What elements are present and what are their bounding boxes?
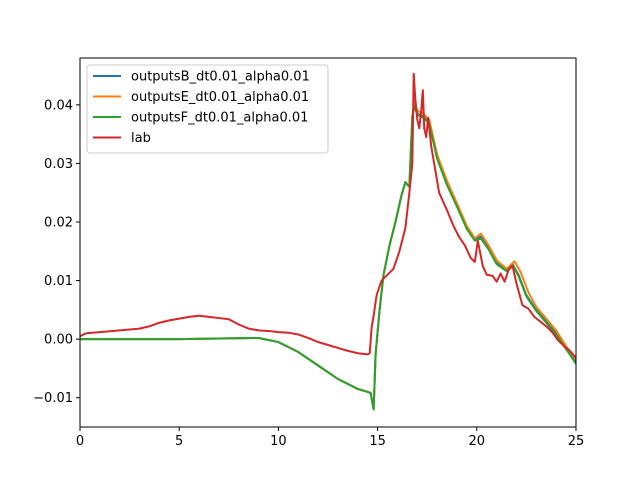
plot-lines <box>80 72 576 411</box>
y-tick-label: 0.03 <box>44 157 73 172</box>
legend-label-0: outputsB_dt0.01_alpha0.01 <box>131 70 310 85</box>
x-tick-label: 0 <box>76 434 84 449</box>
axes-frame <box>79 57 577 428</box>
x-tick-label: 10 <box>270 434 287 449</box>
legend-label-2: outputsF_dt0.01_alpha0.01 <box>131 111 308 126</box>
x-tick-label: 20 <box>469 434 486 449</box>
x-tick-label: 5 <box>175 434 183 449</box>
y-tick-label: 0.04 <box>44 98 73 113</box>
x-tick-label: 15 <box>369 434 386 449</box>
y-tick-label: 0.01 <box>44 274 73 289</box>
series-line-3 <box>80 72 576 360</box>
legend-label-3: lab <box>131 131 151 146</box>
legend: outputsB_dt0.01_alpha0.01 outputsE_dt0.01… <box>86 64 329 154</box>
y-tick-label: −0.01 <box>33 391 73 406</box>
x-tick-label: 25 <box>568 434 585 449</box>
x-axis: 0 5 10 15 20 25 <box>76 427 584 449</box>
y-tick-label: 0.00 <box>44 333 73 348</box>
y-axis: −0.01 0.00 0.01 0.02 0.03 0.04 <box>33 98 80 406</box>
y-tick-label: 0.02 <box>44 216 73 231</box>
legend-box <box>86 64 329 154</box>
legend-label-1: outputsE_dt0.01_alpha0.01 <box>131 90 309 105</box>
